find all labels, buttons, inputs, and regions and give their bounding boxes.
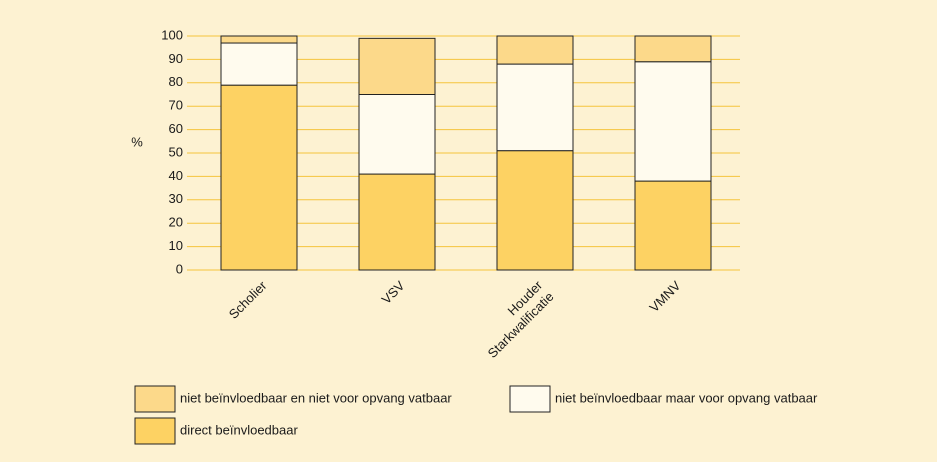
y-tick-label: 90 (169, 51, 183, 66)
bar-segment (220, 42, 298, 86)
legend-label: direct beïnvloedbaar (180, 422, 298, 437)
bar-segment (496, 150, 574, 271)
legend-label: niet beïnvloedbaar en niet voor opvang v… (180, 390, 452, 405)
legend-swatch (509, 385, 551, 413)
legend-label: niet beïnvloedbaar maar voor opvang vatb… (555, 390, 818, 405)
y-axis-label: % (131, 134, 143, 149)
y-tick-label: 0 (176, 261, 183, 276)
y-tick-label: 50 (169, 144, 183, 159)
bar-segment (358, 173, 436, 271)
bar-segment (496, 35, 574, 65)
y-tick-label: 100 (161, 27, 183, 42)
y-tick-label: 30 (169, 191, 183, 206)
legend-swatch (134, 385, 176, 413)
y-tick-label: 20 (169, 215, 183, 230)
y-tick-label: 70 (169, 98, 183, 113)
y-tick-label: 60 (169, 121, 183, 136)
legend-swatch (134, 417, 176, 445)
y-tick-label: 80 (169, 74, 183, 89)
bar-segment (496, 63, 574, 152)
bar-segment (358, 94, 436, 175)
y-tick-label: 40 (169, 168, 183, 183)
y-tick-label: 10 (169, 238, 183, 253)
bar-segment (634, 180, 712, 271)
bar-segment (220, 35, 298, 44)
bar-segment (220, 84, 298, 271)
bar-segment (634, 61, 712, 182)
bar-segment (358, 37, 436, 95)
bar-segment (634, 35, 712, 63)
